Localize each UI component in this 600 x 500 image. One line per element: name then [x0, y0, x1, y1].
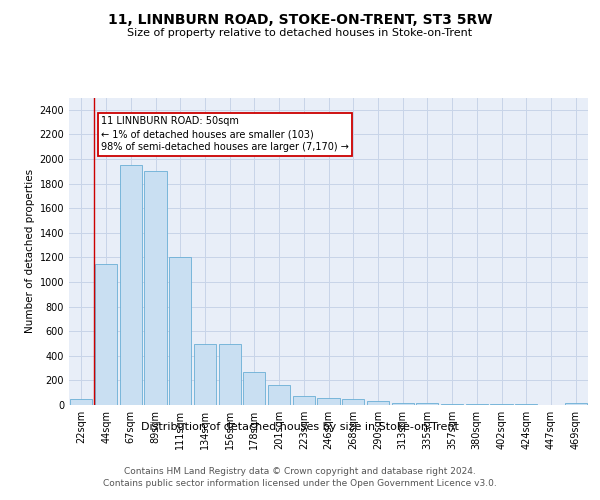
- Text: Size of property relative to detached houses in Stoke-on-Trent: Size of property relative to detached ho…: [127, 28, 473, 38]
- Text: 11, LINNBURN ROAD, STOKE-ON-TRENT, ST3 5RW: 11, LINNBURN ROAD, STOKE-ON-TRENT, ST3 5…: [108, 12, 492, 26]
- Text: Distribution of detached houses by size in Stoke-on-Trent: Distribution of detached houses by size …: [141, 422, 459, 432]
- Bar: [490, 404, 512, 405]
- Bar: [243, 372, 265, 405]
- Bar: [95, 264, 117, 405]
- Bar: [342, 400, 364, 405]
- Bar: [392, 402, 414, 405]
- Bar: [169, 258, 191, 405]
- Bar: [317, 398, 340, 405]
- Bar: [145, 172, 167, 405]
- Y-axis label: Number of detached properties: Number of detached properties: [25, 169, 35, 334]
- Bar: [218, 344, 241, 405]
- Bar: [70, 399, 92, 405]
- Bar: [565, 403, 587, 405]
- Text: Contains HM Land Registry data © Crown copyright and database right 2024.: Contains HM Land Registry data © Crown c…: [124, 468, 476, 476]
- Bar: [466, 404, 488, 405]
- Bar: [293, 396, 315, 405]
- Bar: [268, 386, 290, 405]
- Bar: [515, 404, 538, 405]
- Bar: [119, 165, 142, 405]
- Bar: [194, 344, 216, 405]
- Text: 11 LINNBURN ROAD: 50sqm
← 1% of detached houses are smaller (103)
98% of semi-de: 11 LINNBURN ROAD: 50sqm ← 1% of detached…: [101, 116, 349, 152]
- Bar: [367, 402, 389, 405]
- Bar: [416, 403, 439, 405]
- Bar: [441, 404, 463, 405]
- Text: Contains public sector information licensed under the Open Government Licence v3: Contains public sector information licen…: [103, 479, 497, 488]
